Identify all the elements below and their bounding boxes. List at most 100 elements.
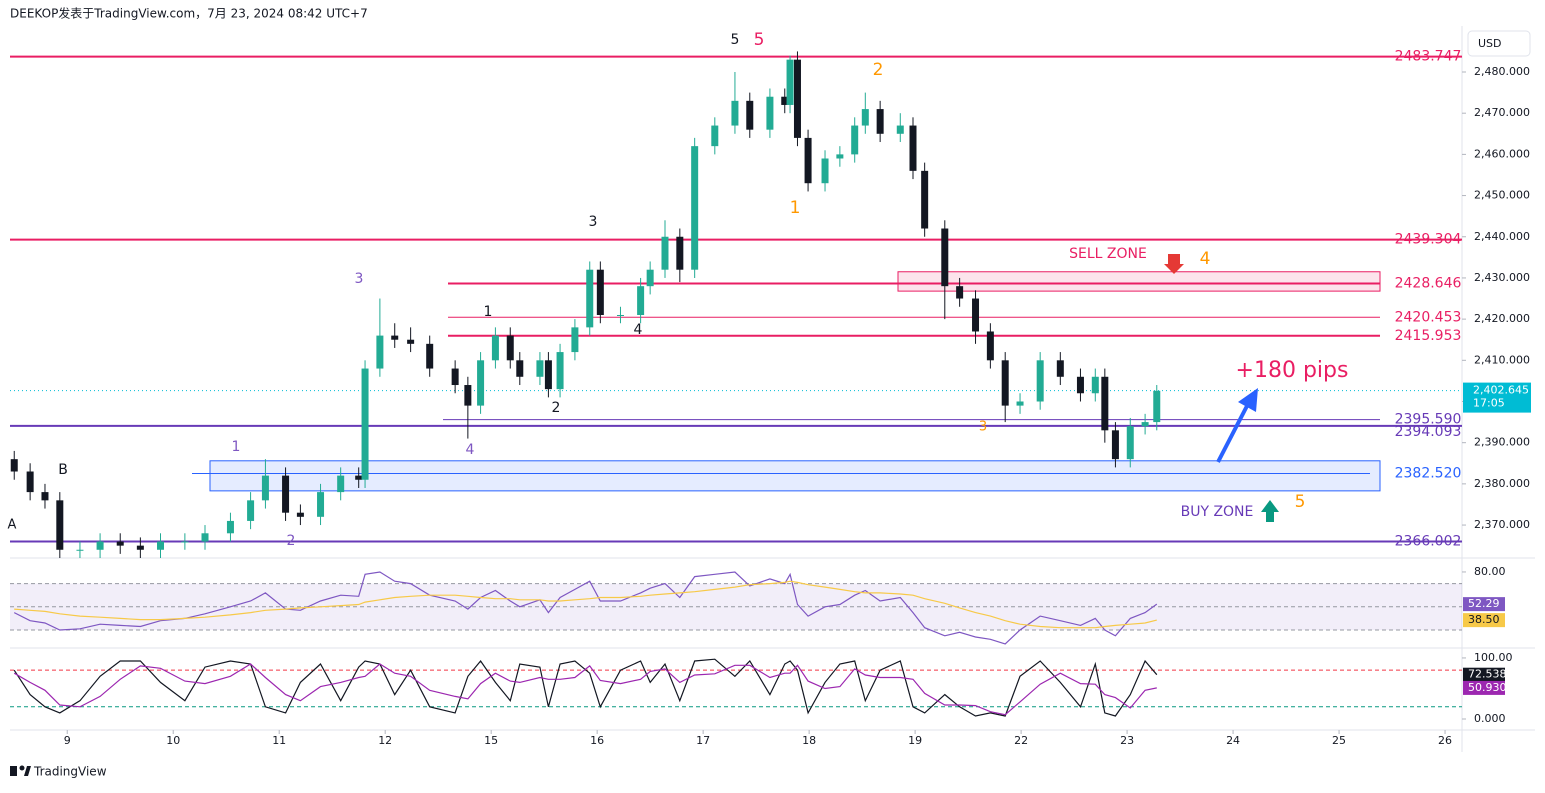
y-tick-label: 100.00 — [1474, 651, 1513, 664]
x-tick-label: 22 — [1014, 734, 1028, 747]
candle-body — [201, 533, 209, 542]
candle-body — [909, 125, 917, 171]
wave-label: 5 — [754, 30, 765, 50]
candle-body — [491, 335, 499, 361]
candle-body — [821, 158, 829, 184]
plot: 2,370.0002,380.0002,390.0002,400.0002,41… — [8, 30, 1531, 747]
wave-label: 1 — [232, 439, 241, 455]
candle-body — [116, 541, 124, 546]
candle-body — [391, 335, 399, 340]
last-value-label: 38.50 — [1468, 613, 1500, 626]
currency-box[interactable] — [1467, 30, 1531, 57]
candle-body — [691, 146, 699, 270]
level-label: 2415.953 — [1395, 328, 1462, 344]
wave-label: 4 — [1200, 249, 1211, 269]
candle-body — [41, 492, 49, 501]
candle-body — [793, 59, 801, 138]
last-price-box — [1463, 382, 1531, 413]
wave-label: A — [8, 518, 17, 533]
countdown-label: 17:05 — [1473, 397, 1505, 410]
candle-body — [156, 541, 164, 550]
candle-body — [464, 385, 472, 406]
candle-body — [616, 315, 624, 317]
x-tick-label: 12 — [378, 734, 392, 747]
level-label: 2366.002 — [1395, 534, 1462, 550]
candle-body — [536, 360, 544, 377]
indicator-line — [13, 571, 1158, 645]
level-label: 2483.747 — [1395, 49, 1462, 65]
candle-body — [956, 286, 964, 299]
zone-label: SELL ZONE — [1069, 246, 1147, 262]
y-tick-label: 2,460.000 — [1474, 147, 1530, 160]
candle-body — [646, 269, 654, 287]
buy-arrow — [1261, 500, 1279, 522]
y-tick-label: 2,430.000 — [1474, 271, 1530, 284]
candle-body — [781, 96, 789, 105]
wave-label: 5 — [1295, 492, 1306, 512]
candle-body — [247, 500, 255, 521]
candle-body — [746, 100, 754, 130]
wave-label: 5 — [731, 32, 740, 48]
wave-label: B — [58, 462, 68, 478]
x-tick-label: 24 — [1226, 734, 1240, 747]
level-label: 2395.590 — [1395, 412, 1462, 428]
candle-body — [376, 335, 384, 369]
candle-body — [136, 545, 144, 550]
x-tick-label: 19 — [908, 734, 922, 747]
candle-body — [661, 236, 669, 270]
wave-label: +180 pips — [1236, 358, 1349, 383]
candle-body — [851, 125, 859, 155]
x-tick-label: 16 — [590, 734, 604, 747]
candle-body — [1126, 426, 1134, 460]
level-label: 2394.093 — [1395, 424, 1462, 440]
candle-body — [1056, 360, 1064, 377]
candle-body — [921, 170, 929, 229]
candle-body — [836, 154, 844, 159]
candle-body — [296, 512, 304, 517]
last-value-label: 52.29 — [1468, 597, 1500, 610]
wave-label: 2 — [552, 400, 561, 416]
x-tick-label: 23 — [1120, 734, 1134, 747]
last-value-label: 72.538 — [1468, 668, 1507, 681]
candle-body — [516, 360, 524, 377]
candle-body — [731, 100, 739, 126]
candle-body — [407, 339, 415, 344]
wave-label: 4 — [466, 442, 475, 458]
candle-body — [317, 492, 325, 517]
candle-body — [76, 549, 84, 551]
candle-body — [586, 269, 594, 328]
candle-body — [1076, 376, 1084, 394]
candle-body — [181, 541, 189, 543]
level-label: 2382.520 — [1395, 465, 1462, 481]
y-tick-label: 2,370.000 — [1474, 518, 1530, 531]
wave-label: 3 — [355, 271, 364, 287]
candle-body — [804, 137, 812, 184]
wave-label: 1 — [484, 304, 493, 320]
candle-body — [986, 331, 994, 361]
y-tick-label: 2,420.000 — [1474, 312, 1530, 325]
candle-body — [56, 500, 64, 550]
candle-body — [355, 475, 363, 480]
candle-body — [451, 368, 459, 386]
x-tick-label: 11 — [272, 734, 286, 747]
candle-body — [711, 125, 719, 147]
level-label: 2439.304 — [1395, 232, 1462, 248]
target-arrow — [1216, 403, 1250, 463]
last-value-box — [1463, 613, 1505, 628]
candle-body — [1111, 430, 1119, 460]
candle-body — [637, 286, 645, 316]
candle-body — [337, 475, 345, 493]
x-tick-label: 25 — [1332, 734, 1346, 747]
candle-body — [1091, 376, 1099, 394]
candle-body — [786, 59, 794, 105]
candle-body — [1001, 360, 1009, 406]
wave-label: 3 — [979, 420, 987, 435]
last-value-box — [1463, 667, 1505, 682]
x-tick-label: 17 — [696, 734, 710, 747]
target-arrow-head — [1238, 388, 1258, 412]
candle-body — [676, 236, 684, 270]
zone — [897, 271, 1381, 292]
x-tick-label: 9 — [64, 734, 71, 747]
